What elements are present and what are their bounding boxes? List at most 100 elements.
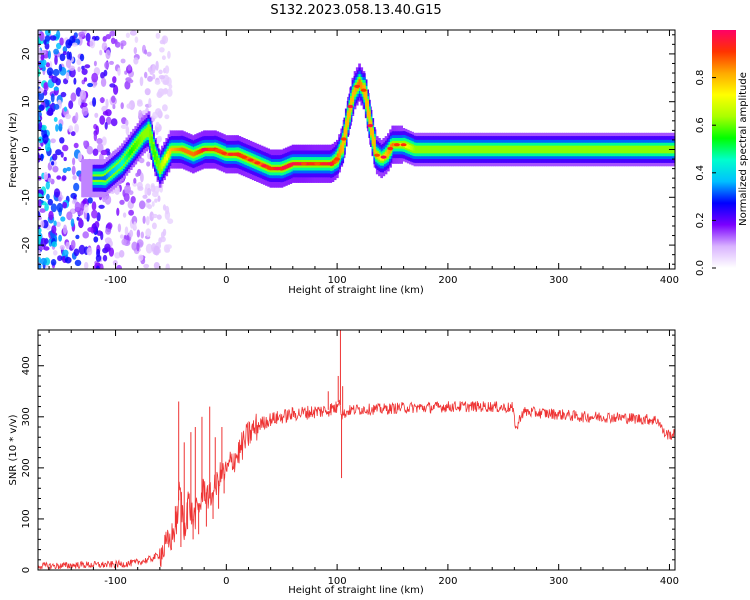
ridge-band-cell (562, 147, 566, 152)
speckle-cell (83, 140, 87, 147)
ridge-band-cell (529, 147, 532, 152)
ridge-peak-cell (314, 162, 321, 166)
ridge-band-cell (506, 147, 509, 152)
ridge-halo-cell (83, 159, 87, 198)
ridge-band-cell (192, 152, 195, 157)
ridge-band-cell (353, 87, 356, 95)
speckle-cell (63, 106, 68, 112)
ridge-band-cell (503, 147, 506, 152)
speckle-cell (144, 71, 148, 79)
ridge-band-cell (491, 147, 494, 152)
ridge-peak-cell (334, 157, 341, 161)
speckle-cell (158, 69, 163, 75)
speckle-cell (43, 171, 49, 181)
speckle-cell (104, 195, 112, 205)
speckle-cell (70, 208, 75, 214)
speckle-cell (127, 64, 132, 71)
speckle-cell (112, 76, 117, 84)
ridge-band-cell (285, 164, 288, 169)
ridge-peak-cell (294, 162, 301, 166)
ridge-band-cell (351, 91, 355, 102)
colorbar-label: Normalized spectral amplitude (738, 72, 749, 226)
ridge-band-cell (572, 147, 576, 152)
speckle-cell (162, 80, 169, 86)
ridge-band-cell (358, 79, 361, 86)
x-tick-label: 0 (223, 275, 229, 286)
ridge-band-cell (604, 147, 607, 152)
ridge-band-cell (385, 152, 388, 158)
speckle-cell (76, 59, 82, 66)
colorbar-gradient (712, 30, 736, 268)
ridge-peak-cell (274, 167, 281, 171)
y-tick-label: 0 (21, 146, 32, 152)
ridge-band-cell (627, 147, 630, 152)
snr-axes: -100 0 100 200 300 400 0 100 200 300 400 (21, 330, 679, 587)
speckle-cell (147, 75, 153, 82)
ridge-band-cell (240, 153, 243, 158)
speckle-cell (70, 92, 77, 102)
ridge-band-cell (180, 147, 183, 152)
ridge-band-cell (521, 147, 524, 152)
colorbar-tick-label: 0.6 (695, 117, 706, 133)
ridge-band-cell (619, 147, 622, 152)
ridge-band-cell (142, 132, 145, 138)
colorbar-tick-label: 0.0 (695, 260, 706, 276)
speckle-cell (96, 138, 103, 145)
figure-title: S132.2023.058.13.40.G15 (270, 3, 441, 18)
x-tick-label: 0 (223, 576, 229, 587)
speckle-cell (155, 127, 159, 135)
speckle-cell (40, 257, 47, 266)
ridge-band-cell (516, 147, 519, 152)
ridge-band-cell (667, 147, 670, 152)
ridge-band-cell (341, 137, 345, 152)
speckle-cell (105, 98, 109, 109)
ridge-band-cell (659, 147, 662, 152)
ridge-band-cell (549, 147, 552, 152)
ridge-band-cell (532, 147, 536, 152)
speckle-cell (82, 231, 89, 239)
ridge-band-cell (154, 151, 157, 160)
speckle-cell (138, 109, 143, 119)
ridge-band-cell (624, 147, 627, 152)
speckle-cell (56, 175, 62, 180)
ridge-band-cell (370, 121, 373, 136)
speckle-cell (126, 103, 132, 109)
speckle-cell (102, 111, 109, 116)
speckle-cell (100, 77, 107, 87)
speckle-cell (89, 39, 96, 49)
speckle-cell (51, 75, 58, 84)
colorbar-tick-label: 0.4 (695, 165, 706, 181)
speckle-cell (106, 222, 113, 230)
ridge-band-cell (652, 147, 655, 152)
ridge-peak-cell (207, 147, 214, 152)
ridge-band-cell (423, 147, 426, 152)
speckle-cell (59, 137, 65, 144)
ridge-band-cell (509, 147, 512, 152)
speckle-cell (78, 31, 85, 37)
speckle-cell (78, 217, 83, 225)
ridge-band-cell (483, 147, 486, 152)
speckle-cell (38, 216, 42, 221)
speckle-cell (44, 203, 49, 212)
ridge-band-cell (414, 147, 418, 152)
speckle-cell (164, 114, 170, 120)
speckle-cell (104, 243, 111, 252)
speckle-cell (133, 221, 137, 230)
ridge-band-cell (368, 111, 371, 127)
ridge-band-cell (527, 147, 531, 152)
speckle-cell (47, 198, 53, 206)
ridge-band-cell (124, 155, 127, 162)
speckle-cell (116, 264, 122, 269)
ridge-band-cell (539, 147, 542, 152)
spectrogram-marks (38, 30, 675, 269)
ridge-band-cell (629, 147, 632, 152)
speckle-cell (87, 82, 94, 88)
y-tick-label: 0 (21, 567, 32, 573)
ridge-halo-cell (85, 159, 89, 198)
ridge-band-cell (551, 147, 554, 152)
ridge-band-cell (433, 147, 436, 152)
ridge-band-cell (253, 159, 256, 164)
ridge-band-cell (245, 156, 248, 161)
ridge-band-cell (631, 147, 634, 152)
